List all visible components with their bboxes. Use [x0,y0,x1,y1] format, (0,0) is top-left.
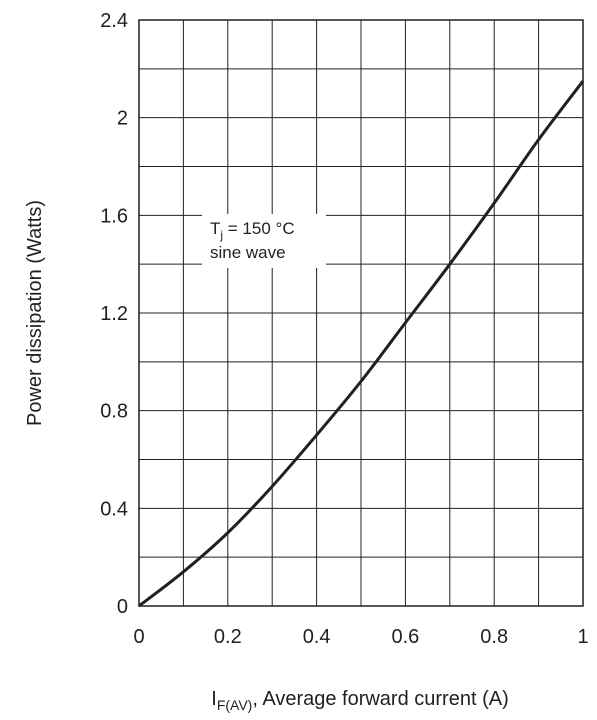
x-tick-label: 0.6 [391,626,419,648]
y-tick-label: 2 [117,108,128,130]
grid [139,20,583,606]
y-tick-label: 0.4 [100,498,128,520]
plot-frame [138,19,584,607]
y-tick-labels: 0 0.4 0.8 1.2 1.6 2 2.4 [100,10,128,618]
annotation-line1: Tj = 150 °C [210,219,295,242]
x-tick-labels: 0 0.2 0.4 0.6 0.8 1 [133,626,588,648]
x-tick-label: 1 [577,626,588,648]
annotation-line2: sine wave [210,243,286,262]
x-tick-label: 0 [133,626,144,648]
x-tick-label: 0.2 [214,626,242,648]
x-tick-label: 0.4 [303,626,331,648]
y-tick-label: 0 [117,596,128,618]
y-tick-label: 0.8 [100,401,128,423]
y-tick-label: 2.4 [100,10,128,32]
y-tick-label: 1.6 [100,205,128,227]
annotation-box: Tj = 150 °C sine wave [202,214,326,268]
x-tick-label: 0.8 [480,626,508,648]
series-line [138,80,585,608]
x-axis-title: IF(AV), Average forward current (A) [211,688,508,713]
y-axis-title: Power dissipation (Watts) [24,200,46,426]
y-tick-label: 1.2 [100,303,128,325]
